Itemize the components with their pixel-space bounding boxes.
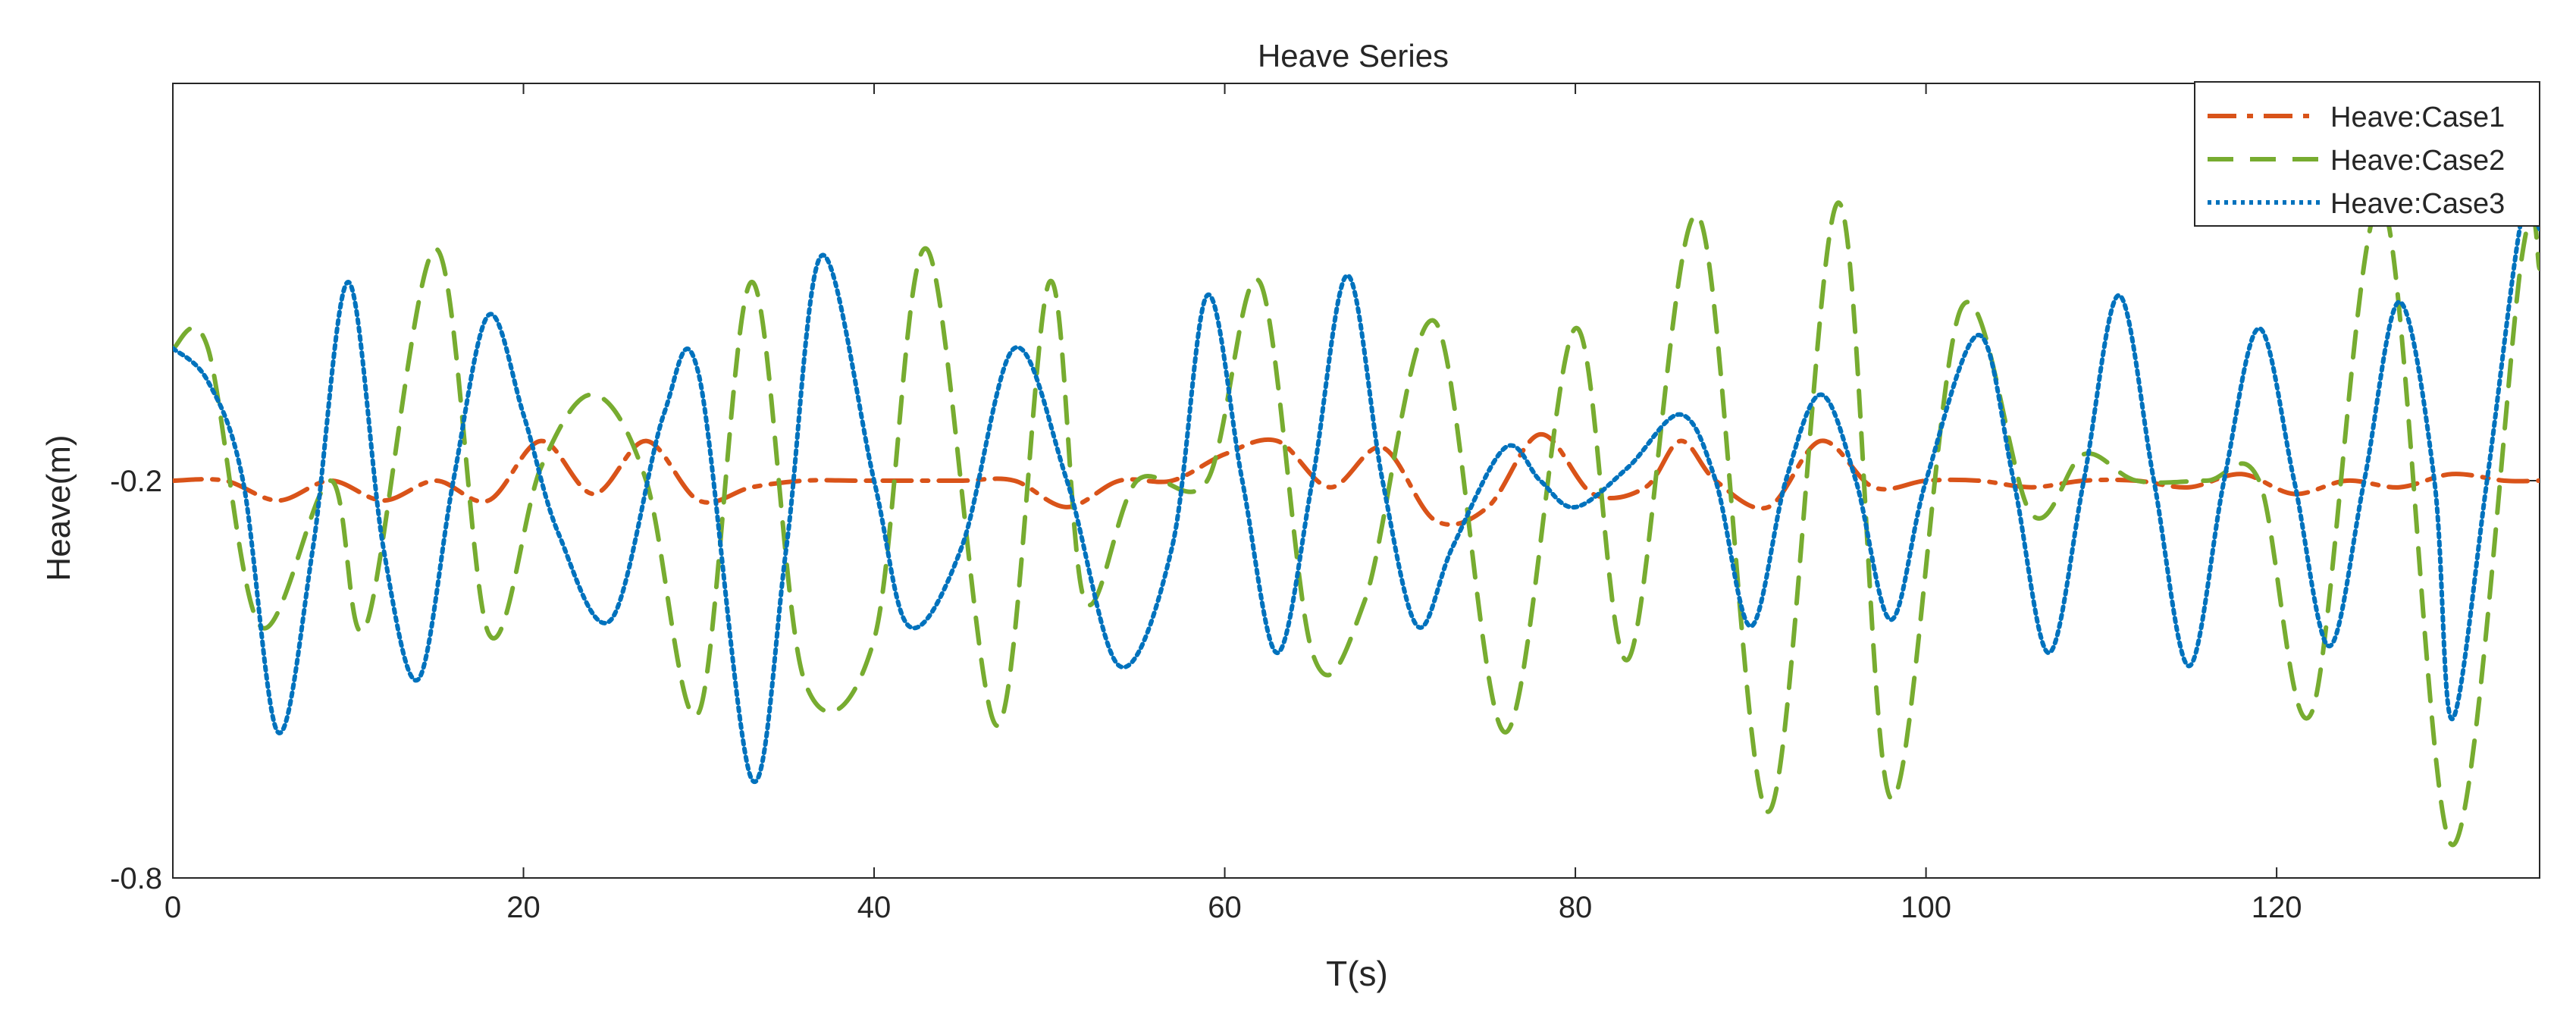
y-axis-label: Heave(m): [40, 434, 77, 581]
series-line-case2: [173, 199, 2540, 848]
chart-title: Heave Series: [1258, 38, 1449, 74]
legend-label-case3: Heave:Case3: [2330, 188, 2505, 220]
x-axis-label: T(s): [1326, 954, 1388, 993]
legend-label-case1: Heave:Case1: [2330, 102, 2505, 133]
y-tick-label: -0.2: [110, 465, 162, 498]
y-tick-label: -0.8: [110, 862, 162, 895]
axis-ticks: 0 20 40 60 80 100 120 -0.8 -0.2: [110, 83, 2540, 924]
x-tick-label: 100: [1901, 891, 1951, 924]
legend-label-case2: Heave:Case2: [2330, 145, 2505, 177]
x-tick-label: 0: [165, 891, 181, 924]
legend: Heave:Case1 Heave:Case2 Heave:Case3: [2194, 81, 2540, 227]
x-tick-label: 80: [1559, 891, 1593, 924]
series-line-case1: [173, 431, 2540, 527]
x-tick-label: 40: [857, 891, 892, 924]
x-tick-label: 60: [1208, 891, 1242, 924]
series-line-case3: [173, 197, 2540, 784]
x-tick-label: 20: [506, 891, 541, 924]
series-layer: [173, 197, 2540, 848]
x-tick-label: 120: [2252, 891, 2302, 924]
